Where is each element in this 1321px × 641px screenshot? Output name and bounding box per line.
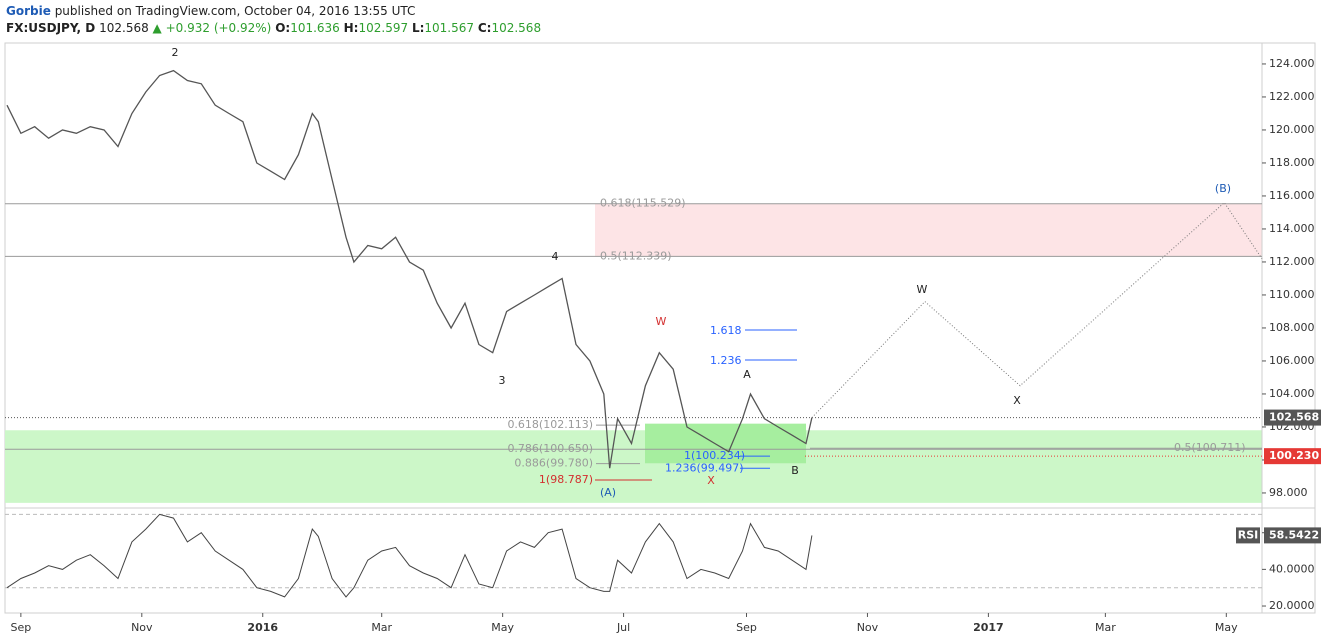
fib-label: 1(98.787) bbox=[539, 473, 593, 486]
x-tick-label: Mar bbox=[371, 621, 392, 634]
level-tag bbox=[1264, 448, 1321, 465]
author[interactable]: Gorbie bbox=[6, 4, 51, 18]
x-tick-label: Sep bbox=[736, 621, 757, 634]
rsi-value-tag bbox=[1264, 527, 1321, 544]
rsi-name-tag bbox=[1236, 527, 1260, 544]
o-label: O: bbox=[275, 21, 291, 35]
fib-label: 0.618(102.113) bbox=[507, 418, 593, 431]
h-value: 102.597 bbox=[358, 21, 409, 35]
x-tick-label: May bbox=[491, 621, 514, 634]
wave-label: B bbox=[791, 464, 799, 477]
y-tick-label: 116.000 bbox=[1269, 189, 1315, 202]
x-tick-label: Nov bbox=[131, 621, 153, 634]
zone bbox=[645, 423, 806, 464]
symbol: FX:USDJPY, D bbox=[6, 21, 96, 35]
wave-label: 3 bbox=[499, 374, 506, 387]
y-tick-label: 122.000 bbox=[1269, 90, 1315, 103]
rsi-line bbox=[6, 513, 813, 598]
wave-label: W bbox=[917, 283, 928, 296]
o-value: 101.636 bbox=[290, 21, 340, 35]
wave-label: A bbox=[743, 368, 751, 381]
c-label: C: bbox=[477, 21, 492, 35]
fib-label: 0.886(99.780) bbox=[514, 457, 593, 470]
rsi-tick-label: 20.0000 bbox=[1269, 599, 1315, 612]
fib-label: 0.618(115.529) bbox=[600, 197, 686, 210]
l-value: 101.567 bbox=[424, 21, 475, 35]
extension-label: 1.236 bbox=[710, 354, 742, 367]
y-tick-label: 104.000 bbox=[1269, 387, 1315, 400]
zone bbox=[595, 203, 1262, 257]
l-label: L: bbox=[411, 21, 425, 35]
y-tick-label: 112.000 bbox=[1269, 255, 1315, 268]
c-value: 102.568 bbox=[491, 21, 542, 35]
frame bbox=[4, 42, 1316, 614]
y-tick-label: 124.000 bbox=[1269, 57, 1315, 70]
price: 102.568 bbox=[99, 21, 149, 35]
rsi-value: 58.5422 bbox=[1269, 528, 1319, 541]
y-tick-label: 108.000 bbox=[1269, 321, 1315, 334]
projection-line bbox=[811, 201, 1263, 418]
symbol-line: FX:USDJPY, D 102.568 ▲ +0.932 (+0.92%) O… bbox=[6, 20, 541, 37]
extension-label: 1.618 bbox=[710, 324, 742, 337]
y-tick-label: 114.000 bbox=[1269, 222, 1315, 235]
price-line bbox=[6, 69, 813, 469]
header: Gorbie published on TradingView.com, Oct… bbox=[6, 3, 541, 37]
last-price-label: 102.568 bbox=[1269, 411, 1319, 424]
level-tag-label: 100.230 bbox=[1269, 449, 1319, 462]
x-tick-label: Jul bbox=[616, 621, 630, 634]
x-tick-label: May bbox=[1215, 621, 1238, 634]
fib-label: 0.5(100.711) bbox=[1174, 441, 1246, 454]
wave-label: 2 bbox=[172, 46, 179, 59]
fib-label: 1(100.234) bbox=[684, 449, 745, 462]
rsi-tick-label: 40.0000 bbox=[1269, 562, 1315, 575]
wave-label: (B) bbox=[1215, 182, 1231, 195]
last-price-tag bbox=[1264, 409, 1321, 426]
change: ▲ +0.932 (+0.92%) bbox=[152, 21, 272, 35]
x-tick-label: Mar bbox=[1095, 621, 1116, 634]
y-tick-label: 110.000 bbox=[1269, 288, 1315, 301]
published: published on TradingView.com, October 04… bbox=[54, 4, 416, 18]
rsi-name: RSI bbox=[1238, 528, 1259, 541]
publish-line: Gorbie published on TradingView.com, Oct… bbox=[6, 3, 541, 20]
fib-label: 1.236(99.497) bbox=[665, 461, 744, 474]
x-tick-label: Nov bbox=[857, 621, 879, 634]
fib-label: 0.5(112.339) bbox=[600, 249, 672, 262]
wave-label: W bbox=[656, 315, 667, 328]
y-tick-label: 106.000 bbox=[1269, 354, 1315, 367]
wave-label: 4 bbox=[552, 250, 559, 263]
x-tick-label: Sep bbox=[10, 621, 31, 634]
x-tick-label: 2017 bbox=[973, 621, 1004, 634]
x-tick-label: 2016 bbox=[247, 621, 278, 634]
zone bbox=[5, 430, 1262, 503]
wave-label: X bbox=[1013, 394, 1021, 407]
y-tick-label: 118.000 bbox=[1269, 156, 1315, 169]
wave-label: X bbox=[707, 474, 715, 487]
y-tick-label: 98.000 bbox=[1269, 486, 1308, 499]
change-value: +0.932 (+0.92%) bbox=[165, 21, 272, 35]
y-tick-label: 120.000 bbox=[1269, 123, 1315, 136]
wave-label: (A) bbox=[600, 486, 616, 499]
fib-label: 0.786(100.650) bbox=[507, 442, 593, 455]
h-label: H: bbox=[343, 21, 359, 35]
